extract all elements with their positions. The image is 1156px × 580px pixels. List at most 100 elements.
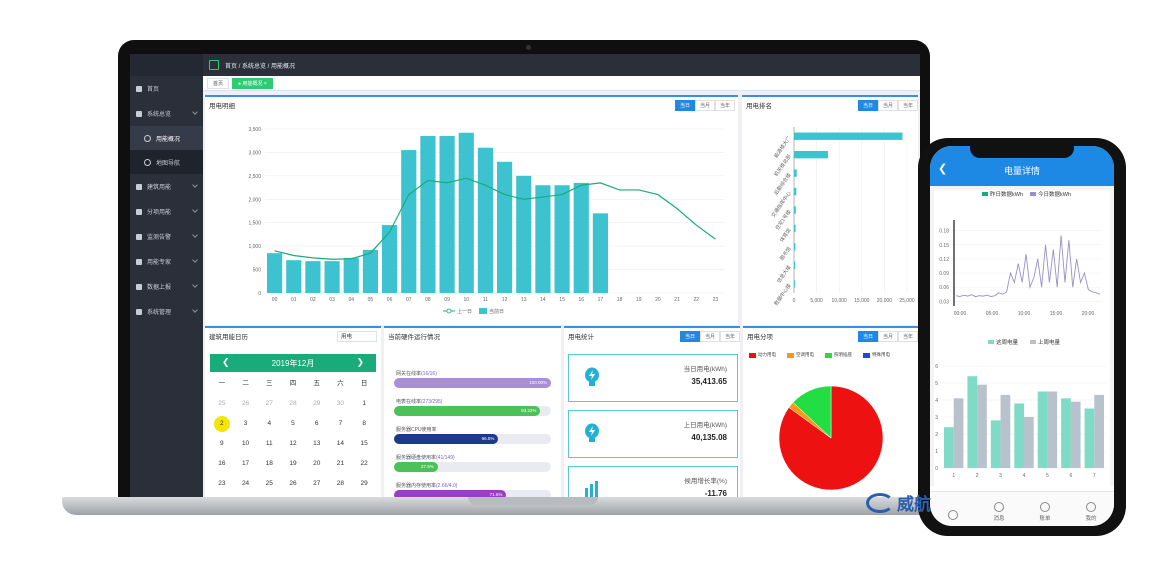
calendar-day[interactable]: 9 bbox=[220, 440, 224, 447]
nav-bill[interactable]: 账单 bbox=[1025, 502, 1065, 522]
calendar-day[interactable]: 13 bbox=[313, 440, 321, 447]
calendar-day[interactable]: 25 bbox=[218, 400, 226, 407]
status-count: (2.66/4.0) bbox=[436, 483, 458, 489]
calendar-day[interactable]: 23 bbox=[218, 480, 226, 487]
calendar-day[interactable]: 28 bbox=[289, 400, 297, 407]
bar bbox=[458, 132, 474, 293]
nav-home[interactable] bbox=[933, 510, 973, 522]
sidebar-item-label: 建筑用能 bbox=[147, 185, 172, 191]
x-tick-label: 00:00 bbox=[954, 311, 967, 317]
nav-profile[interactable]: 我的 bbox=[1071, 502, 1111, 522]
sidebar-item-expert[interactable]: 用能专家 bbox=[130, 249, 203, 274]
calendar-day[interactable]: 27 bbox=[313, 480, 321, 487]
tab-home[interactable]: 首页 bbox=[207, 77, 230, 89]
period-selector: 当日 当月 当年 bbox=[675, 100, 736, 111]
calendar-day[interactable]: 14 bbox=[336, 440, 345, 447]
bar bbox=[1000, 394, 1011, 468]
calendar-day[interactable]: 1 bbox=[362, 400, 366, 407]
calendar-day[interactable]: 6 bbox=[314, 420, 319, 427]
calendar-day[interactable]: 24 bbox=[241, 480, 250, 487]
calendar-day[interactable]: 26 bbox=[289, 480, 297, 487]
calendar-day[interactable]: 19 bbox=[289, 460, 297, 467]
period-selector: 当日 当月 当年 bbox=[680, 331, 740, 342]
x-tick-label: 08 bbox=[425, 297, 431, 303]
calendar-day[interactable]: 5 bbox=[291, 420, 295, 427]
x-tick-label: 07 bbox=[406, 297, 412, 303]
legend-item: 昨日数据kWh bbox=[982, 190, 1023, 198]
segment-day[interactable]: 当日 bbox=[858, 331, 878, 342]
calendar-day[interactable]: 7 bbox=[338, 420, 343, 427]
status-name: 服务器内存使用率 bbox=[396, 483, 437, 489]
sidebar-item-home[interactable]: 首页 bbox=[130, 76, 203, 101]
sidebar-item-subitem[interactable]: 分项用能 bbox=[130, 199, 203, 224]
calendar-day[interactable]: 8 bbox=[362, 420, 366, 427]
calendar-day[interactable]: 25 bbox=[265, 480, 273, 487]
tab-energy-overview[interactable]: ● 用能概况 × bbox=[232, 77, 273, 89]
nav-messages[interactable]: 消息 bbox=[979, 502, 1019, 522]
calendar-day[interactable]: 2 bbox=[210, 414, 234, 434]
calendar-day[interactable]: 15 bbox=[360, 440, 368, 447]
chevron-down-icon bbox=[192, 232, 198, 238]
bar bbox=[1084, 408, 1095, 468]
next-month-button[interactable]: ❯ bbox=[356, 357, 364, 367]
sidebar-item-building[interactable]: 建筑用能 bbox=[130, 174, 203, 199]
legend-label: 照明插座 bbox=[834, 352, 852, 357]
calendar-day[interactable]: 29 bbox=[313, 400, 321, 407]
segment-month[interactable]: 当月 bbox=[878, 331, 898, 342]
segment-day[interactable]: 当日 bbox=[858, 100, 878, 111]
status-name: 网关在线率 bbox=[396, 371, 422, 377]
stat-label: 当日用电(kWh) bbox=[683, 366, 727, 373]
sidebar-item-map[interactable]: 地图导航 bbox=[130, 150, 203, 174]
calendar-day[interactable]: 17 bbox=[241, 460, 250, 467]
calendar-day[interactable]: 28 bbox=[336, 480, 345, 487]
calendar-day[interactable]: 11 bbox=[265, 440, 273, 447]
menu-toggle-icon[interactable] bbox=[209, 60, 219, 70]
sidebar-item-energy-overview[interactable]: 用能概况 bbox=[130, 126, 203, 150]
energy-type-select[interactable]: 用电 bbox=[337, 331, 377, 342]
segment-month[interactable]: 当月 bbox=[700, 331, 720, 342]
segment-month[interactable]: 当月 bbox=[878, 100, 898, 111]
pie-slice bbox=[792, 385, 832, 439]
legend-label: 上一日 bbox=[457, 308, 472, 315]
hardware-panel: 当前硬件运行情况 网关在线率(16/16) 100.00% 电表在线率(273/29… bbox=[384, 326, 561, 500]
calendar-day[interactable]: 16 bbox=[218, 460, 226, 467]
prev-month-button[interactable]: ❮ bbox=[222, 357, 230, 367]
stat-card-yesterday: 上日用电(kWh) 40,135.08 bbox=[568, 410, 738, 458]
sidebar-item-system[interactable]: 系统管理 bbox=[130, 299, 203, 324]
segment-year[interactable]: 当年 bbox=[898, 331, 918, 342]
calendar-day[interactable]: 27 bbox=[265, 400, 273, 407]
calendar-day[interactable]: 12 bbox=[289, 440, 297, 447]
segment-year[interactable]: 当年 bbox=[715, 100, 736, 111]
bar bbox=[516, 175, 532, 293]
calendar-day[interactable]: 20 bbox=[313, 460, 321, 467]
back-icon[interactable]: ❮ bbox=[938, 163, 948, 175]
calendar-day[interactable]: 30 bbox=[336, 400, 345, 407]
calendar-day[interactable]: 10 bbox=[241, 440, 250, 447]
segment-year[interactable]: 当年 bbox=[898, 100, 918, 111]
stat-label: 候用增长率(%) bbox=[684, 478, 727, 485]
panel-title: 建筑用能日历 bbox=[209, 334, 248, 341]
calendar-day[interactable]: 22 bbox=[360, 460, 368, 467]
segment-day[interactable]: 当日 bbox=[675, 100, 696, 111]
sidebar-item-report[interactable]: 数据上报 bbox=[130, 274, 203, 299]
x-tick-label: 06 bbox=[387, 297, 393, 303]
calendar-day[interactable]: 18 bbox=[265, 460, 273, 467]
x-tick-label: 2 bbox=[976, 473, 979, 479]
segment-day[interactable]: 当日 bbox=[680, 331, 700, 342]
calendar-day[interactable]: 26 bbox=[241, 400, 250, 407]
bar bbox=[977, 384, 987, 468]
status-name: 服务器硬盘使用率 bbox=[396, 455, 437, 461]
y-tick-label: 3,000 bbox=[248, 150, 261, 156]
sidebar: 首页 系统总览 用能概况 地图导航 建筑用能 分项用能 监测告警 用能专家 数据… bbox=[130, 54, 203, 500]
calendar-day[interactable]: 29 bbox=[360, 480, 368, 487]
status-bar-fill: 27.9% bbox=[394, 462, 438, 472]
segment-year[interactable]: 当年 bbox=[720, 331, 740, 342]
segment-month[interactable]: 当月 bbox=[695, 100, 716, 111]
calendar-day[interactable]: 21 bbox=[336, 460, 345, 467]
bar bbox=[1070, 401, 1081, 468]
calendar-day[interactable]: 3 bbox=[243, 420, 248, 427]
sidebar-item-overview[interactable]: 系统总览 bbox=[130, 101, 203, 126]
sidebar-item-monitor[interactable]: 监测告警 bbox=[130, 224, 203, 249]
legend-line-marker bbox=[446, 308, 452, 314]
calendar-day[interactable]: 4 bbox=[267, 420, 272, 427]
